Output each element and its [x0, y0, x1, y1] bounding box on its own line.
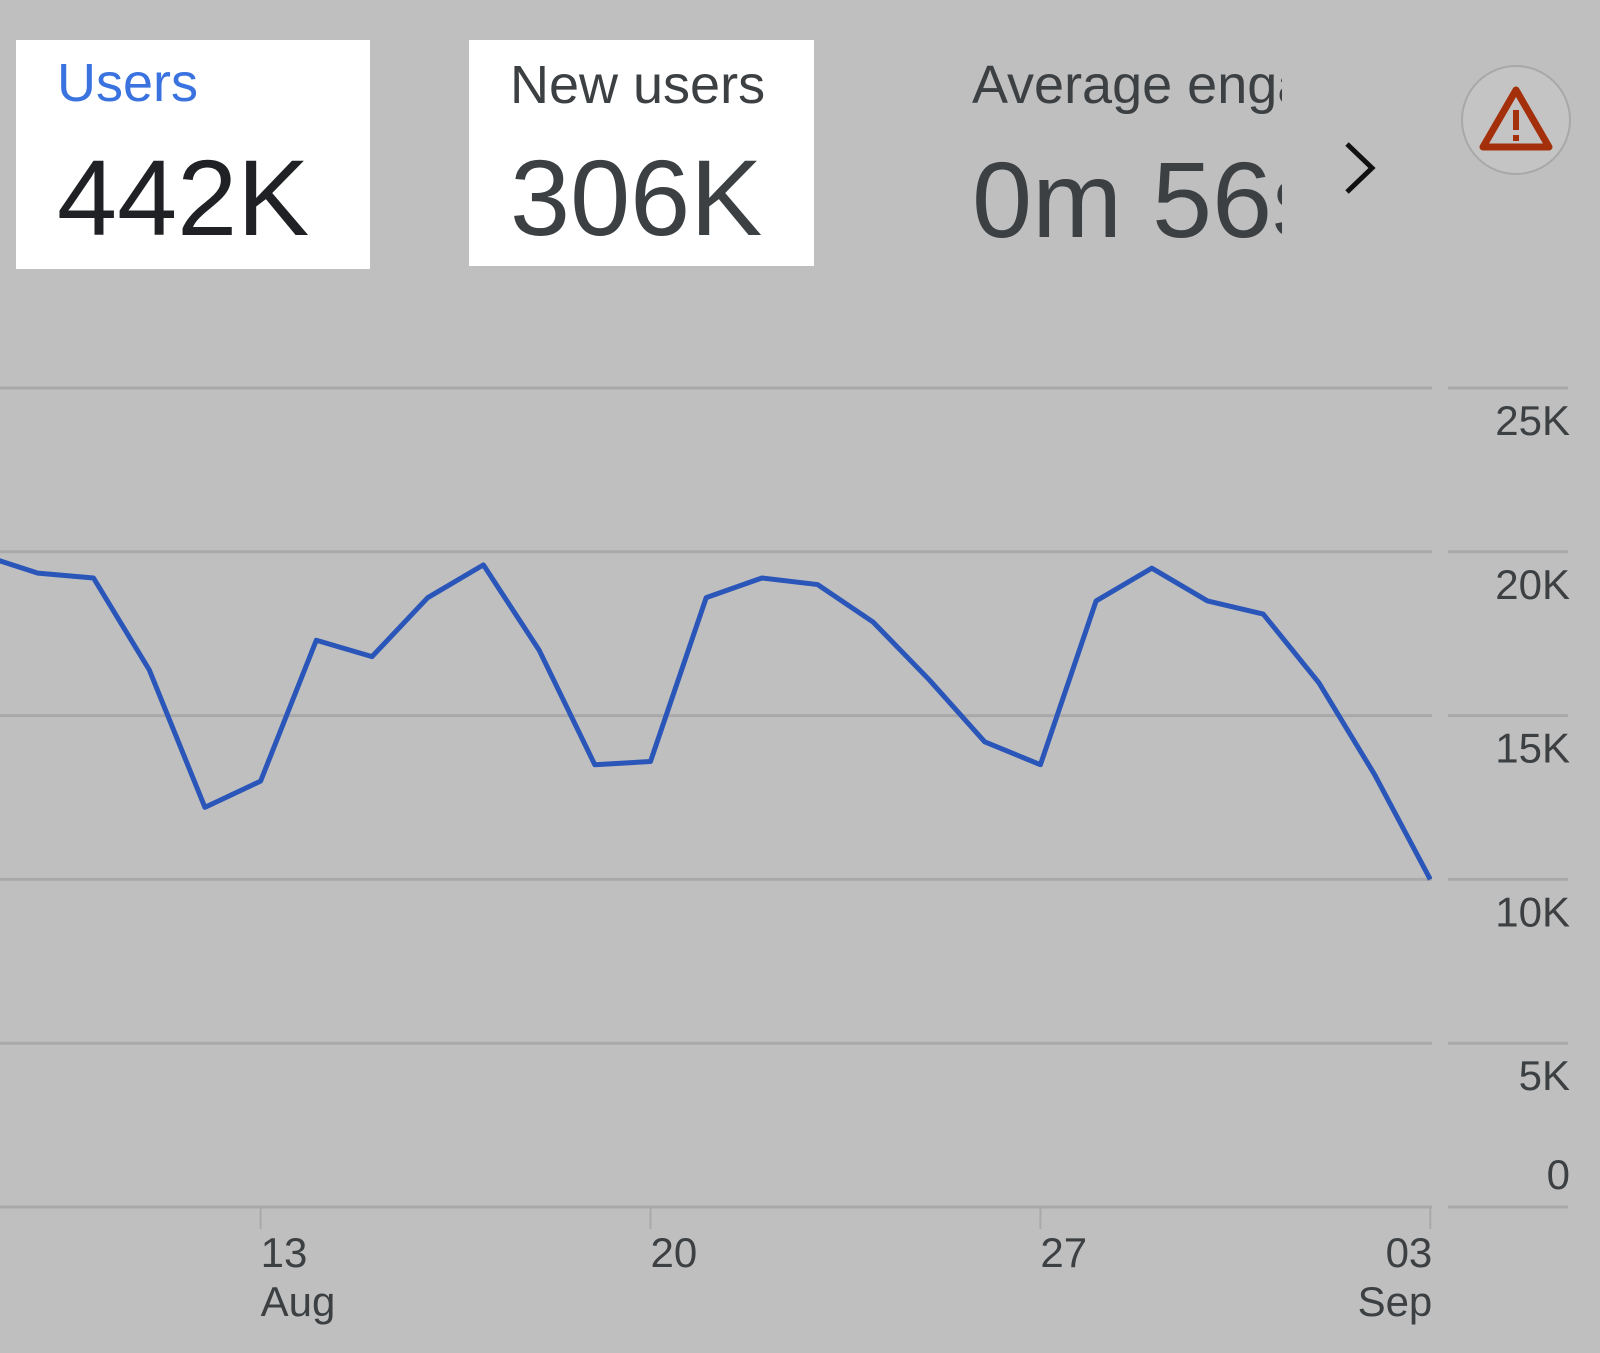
x-tick-day: 03: [1386, 1229, 1433, 1276]
avg-engagement-label: Average engagement time: [972, 55, 1282, 115]
y-tick-label: 25K: [1495, 397, 1570, 444]
x-tick-day: 27: [1040, 1229, 1087, 1276]
x-tick-month: Aug: [261, 1278, 336, 1325]
users-series-line: [0, 558, 1432, 881]
y-tick-label: 10K: [1495, 888, 1570, 935]
x-tick-month: Sep: [1358, 1278, 1433, 1325]
x-tick-day: 20: [651, 1229, 698, 1276]
users-value: 442K: [57, 137, 310, 258]
users-label: Users: [57, 53, 199, 113]
avg-engagement-metric-card[interactable]: Average engagement time 0m 56s: [970, 40, 1282, 270]
chevron-right-icon[interactable]: [1335, 138, 1385, 198]
warning-triangle-icon[interactable]: [1459, 63, 1573, 177]
users-metric-card[interactable]: Users 442K: [16, 40, 370, 269]
new-users-metric-card[interactable]: New users 306K: [469, 40, 814, 266]
avg-engagement-value: 0m 56s: [972, 139, 1282, 260]
new-users-value: 306K: [510, 137, 763, 258]
y-tick-label: 20K: [1495, 561, 1570, 608]
new-users-label: New users: [510, 55, 766, 115]
y-tick-label: 0: [1547, 1151, 1570, 1198]
y-tick-label: 5K: [1519, 1052, 1570, 1099]
y-tick-label: 15K: [1495, 725, 1570, 772]
x-tick-day: 13: [261, 1229, 308, 1276]
